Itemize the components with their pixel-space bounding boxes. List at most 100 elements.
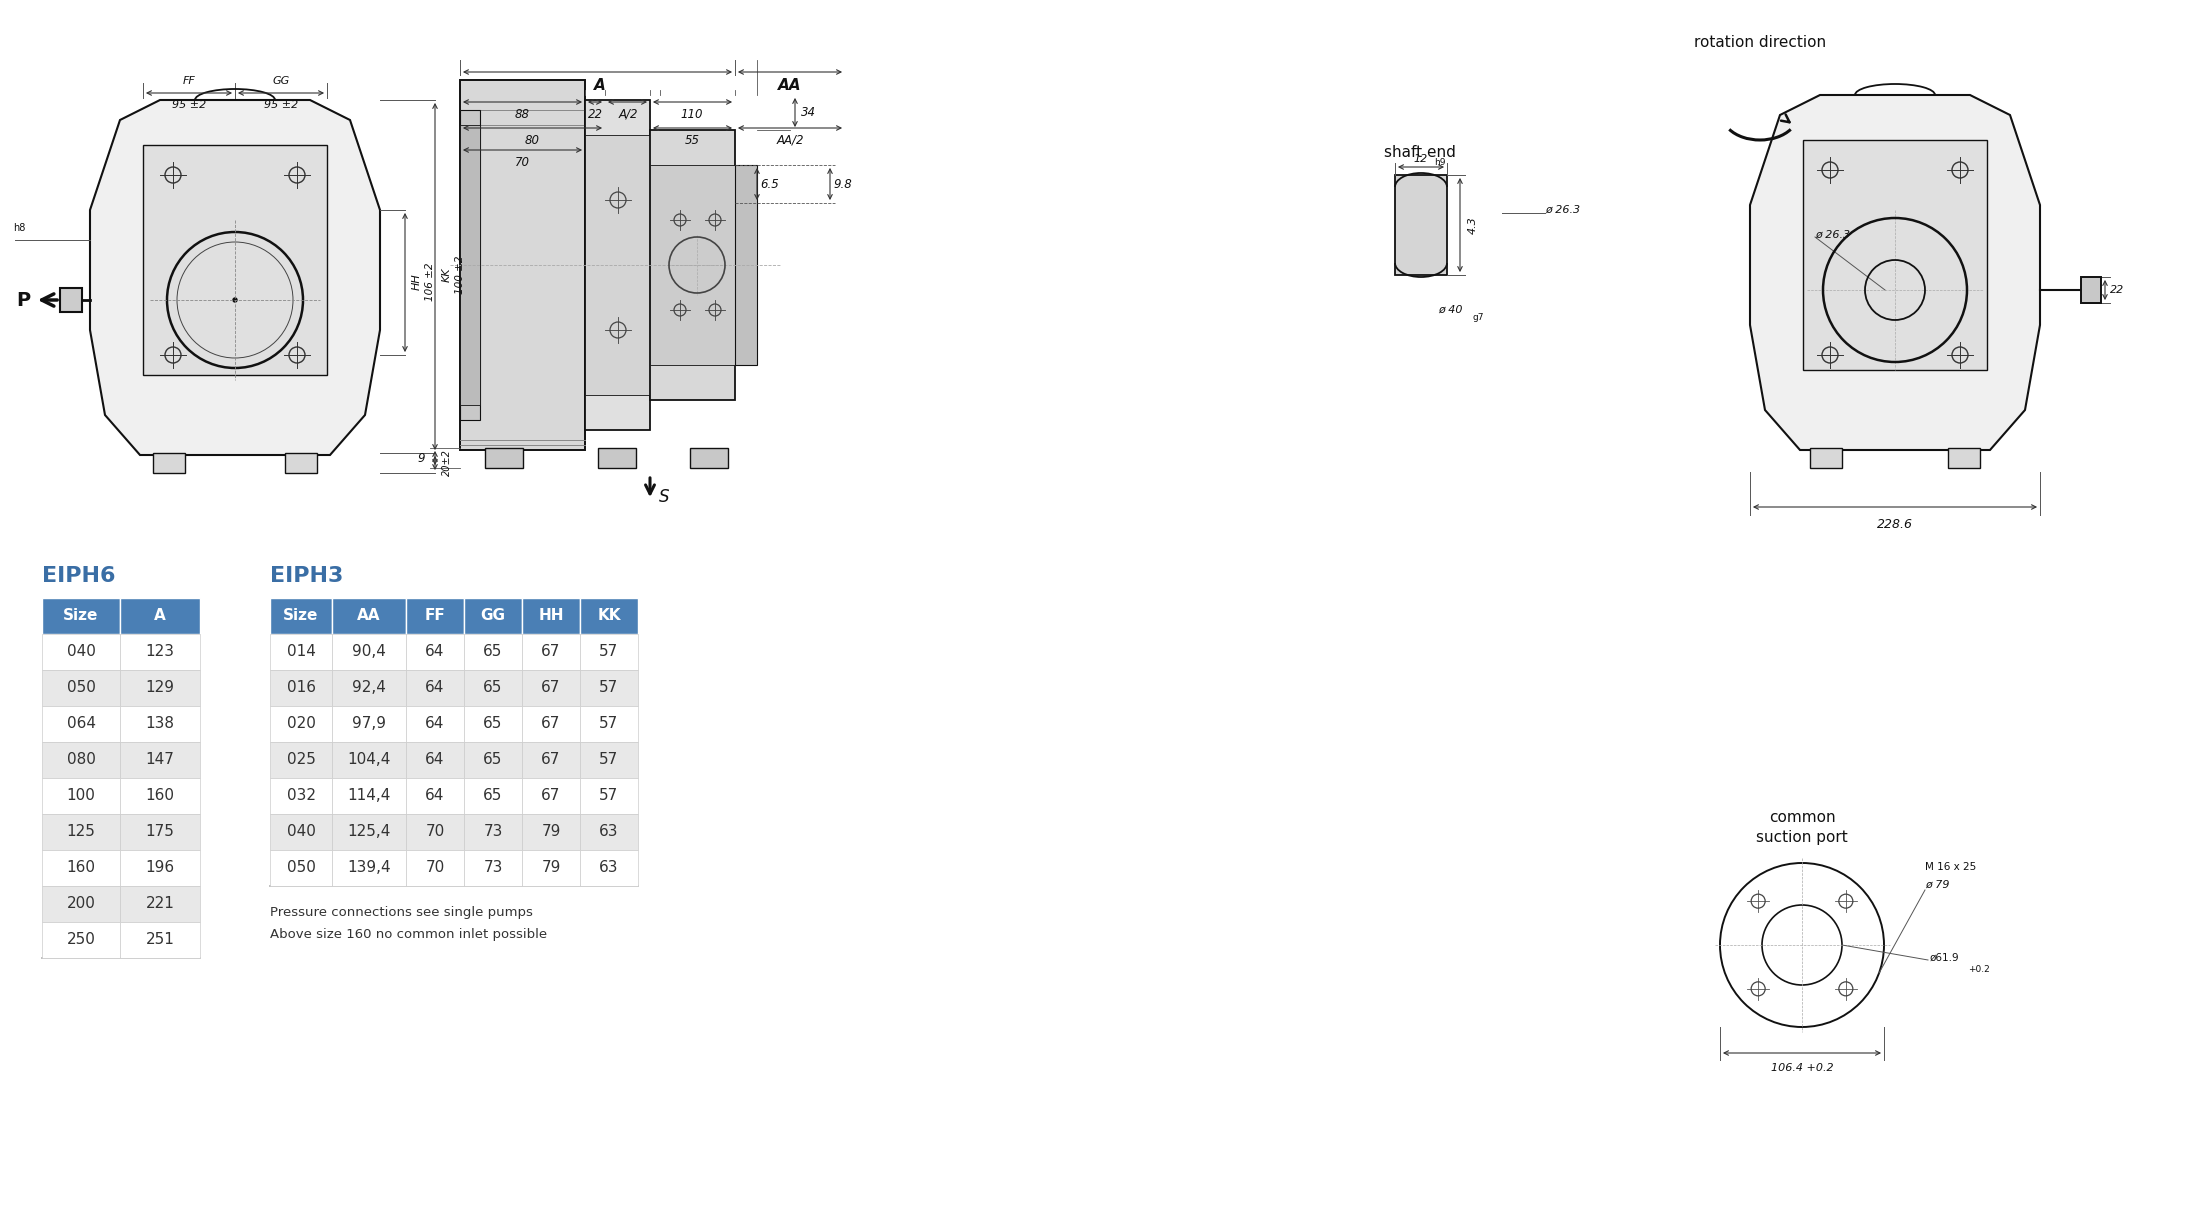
Bar [406,670,465,706]
Polygon shape [1750,95,2041,450]
Text: 147: 147 [145,753,174,767]
Bar [143,144,326,375]
Text: 22: 22 [2109,285,2125,295]
Bar [42,922,119,958]
Text: 55: 55 [685,133,699,147]
Text: 64: 64 [425,753,445,767]
Bar [465,599,522,634]
Bar [333,706,406,742]
Text: 104,4: 104,4 [348,753,390,767]
Text: FF: FF [425,608,445,623]
Text: 6.5: 6.5 [760,177,780,191]
Bar [406,778,465,814]
Text: 020: 020 [287,716,315,732]
Bar [42,634,119,670]
Bar [522,742,580,778]
Bar [580,599,637,634]
Text: 57: 57 [599,753,619,767]
Text: 34: 34 [800,106,815,120]
Bar [152,453,185,472]
Text: 040: 040 [287,825,315,840]
Text: 65: 65 [483,681,503,695]
Text: 251: 251 [145,933,174,947]
Bar [271,634,333,670]
Polygon shape [90,100,379,455]
Bar [522,706,580,742]
Bar [42,670,119,706]
Text: AA: AA [357,608,381,623]
Bar [42,814,119,849]
Text: 114,4: 114,4 [348,788,390,803]
Text: EIPH6: EIPH6 [42,565,115,586]
Bar [1395,175,1448,275]
Text: A: A [154,608,165,623]
Bar [465,670,522,706]
Text: 92,4: 92,4 [353,681,386,695]
Bar [333,599,406,634]
Text: 57: 57 [599,788,619,803]
Text: 032: 032 [287,788,315,803]
Text: +0.2: +0.2 [1968,966,1990,974]
Bar [333,670,406,706]
Text: FF: FF [183,76,196,86]
Text: 196: 196 [145,860,174,875]
Text: 4.3: 4.3 [1468,217,1479,234]
Text: 97,9: 97,9 [353,716,386,732]
Text: 138: 138 [145,716,174,732]
Text: 63: 63 [599,825,619,840]
Text: 70: 70 [425,860,445,875]
Circle shape [234,297,238,302]
Bar [406,634,465,670]
Text: 20±2: 20±2 [443,449,452,476]
Text: 12: 12 [1415,154,1428,164]
Text: shaft end: shaft end [1384,144,1457,160]
Text: A: A [595,77,606,93]
Text: 175: 175 [145,825,174,840]
Text: 65: 65 [483,788,503,803]
Bar [522,634,580,670]
Bar [690,448,727,468]
Text: 025: 025 [287,753,315,767]
Text: 67: 67 [542,788,560,803]
Bar [284,453,317,472]
Bar [42,599,119,634]
Bar [597,448,637,468]
Text: EIPH3: EIPH3 [271,565,344,586]
Bar [333,742,406,778]
Text: 79: 79 [542,825,560,840]
Text: 014: 014 [287,645,315,660]
Text: 129: 129 [145,681,174,695]
Bar [406,706,465,742]
Text: 67: 67 [542,681,560,695]
Text: h8: h8 [13,223,26,233]
Bar [465,742,522,778]
Bar [271,814,333,849]
Text: 80: 80 [525,133,540,147]
Text: P: P [15,290,31,310]
Bar [333,634,406,670]
Bar [465,849,522,886]
Text: 250: 250 [66,933,95,947]
Bar [42,778,119,814]
Bar [465,634,522,670]
Bar [650,130,734,400]
Bar [465,814,522,849]
Text: Above size 160 no common inlet possible: Above size 160 no common inlet possible [271,928,547,941]
Text: S: S [659,488,670,506]
Bar [333,814,406,849]
Text: 65: 65 [483,645,503,660]
Bar [485,448,522,468]
Bar [522,849,580,886]
Text: KK: KK [597,608,622,623]
Bar [271,706,333,742]
Text: 73: 73 [483,825,503,840]
Bar [42,706,119,742]
Bar [119,849,201,886]
Text: 125,4: 125,4 [348,825,390,840]
Bar [522,778,580,814]
Text: 63: 63 [599,860,619,875]
Text: 100 ±2: 100 ±2 [454,256,465,294]
Text: 95 ±2: 95 ±2 [172,100,207,110]
Bar [650,165,734,365]
Text: 64: 64 [425,716,445,732]
